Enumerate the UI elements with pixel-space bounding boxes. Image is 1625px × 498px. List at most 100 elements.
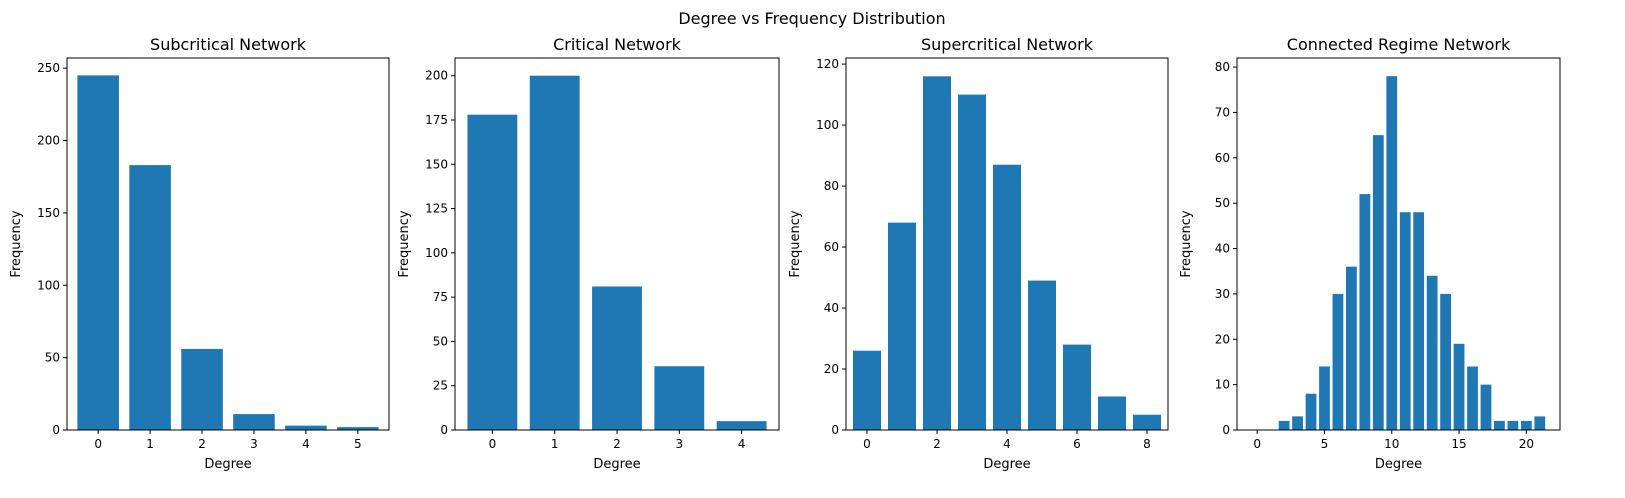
axes-frame	[1236, 57, 1561, 431]
bar	[1507, 420, 1519, 430]
bar	[1440, 293, 1451, 430]
bar	[1292, 416, 1303, 430]
bar	[1028, 280, 1056, 430]
y-tick-label: 50	[45, 351, 60, 365]
bar	[77, 75, 119, 431]
bar	[923, 76, 951, 431]
y-tick-label: 40	[824, 301, 839, 315]
plot-title: Critical Network	[553, 35, 682, 54]
y-tick-label: 50	[433, 334, 448, 348]
plot-panel-2: 0 1 2 3 4 0 25 50 75 100 125 150 175 200 Critical Netw…	[397, 35, 780, 472]
y-tick-label: 30	[1215, 287, 1230, 301]
x-tick-label: 4	[738, 437, 746, 451]
bar	[1480, 384, 1492, 430]
plot-panel-4: 0 5 10 15 20 0 10 20 30 40 50 60 70 80 Connected Regim…	[1179, 35, 1561, 472]
y-tick-label: 20	[824, 362, 839, 376]
y-tick-label: 150	[37, 206, 60, 220]
bar	[1098, 396, 1126, 430]
bar	[716, 421, 767, 430]
y-tick-label: 10	[1215, 378, 1230, 392]
bar	[853, 350, 881, 430]
y-axis-label: Frequency	[9, 210, 24, 277]
plot-title: Supercritical Network	[921, 35, 1094, 54]
y-tick-label: 0	[52, 423, 60, 437]
y-tick-label: 80	[1215, 60, 1230, 74]
bar	[1453, 343, 1465, 430]
bar	[529, 75, 580, 431]
bar	[467, 114, 518, 430]
y-axis-label: Frequency	[397, 210, 412, 277]
y-tick-label: 200	[425, 69, 448, 83]
bar	[1063, 344, 1091, 430]
y-tick-label: 80	[824, 179, 839, 193]
bar	[1534, 416, 1546, 430]
x-tick-label: 3	[675, 437, 683, 451]
y-tick-label: 125	[425, 202, 448, 216]
bar	[1426, 275, 1438, 430]
y-tick-label: 70	[1215, 105, 1230, 119]
bar	[1332, 293, 1344, 430]
bar	[993, 164, 1021, 430]
bar	[1278, 420, 1290, 430]
x-tick-label: 6	[1073, 437, 1081, 451]
x-tick-label: 10	[1384, 437, 1399, 451]
y-tick-label: 60	[1215, 151, 1230, 165]
x-tick-label: 4	[1003, 437, 1011, 451]
x-axis-label: Degree	[593, 457, 640, 472]
bar	[1413, 212, 1425, 430]
y-tick-label: 120	[816, 57, 839, 71]
bar	[1133, 414, 1161, 430]
x-tick-label: 2	[198, 437, 206, 451]
y-tick-label: 100	[37, 278, 60, 292]
y-tick-label: 200	[37, 134, 60, 148]
bar	[181, 348, 223, 430]
bar	[285, 425, 327, 430]
x-tick-label: 5	[1321, 437, 1329, 451]
x-tick-label: 0	[489, 437, 497, 451]
x-tick-label: 15	[1451, 437, 1466, 451]
y-tick-label: 0	[1222, 423, 1230, 437]
bar	[129, 165, 171, 431]
y-tick-label: 100	[816, 118, 839, 132]
x-axis-label: Degree	[204, 457, 251, 472]
y-tick-label: 20	[1215, 332, 1230, 346]
x-tick-label: 20	[1519, 437, 1534, 451]
bar	[1520, 420, 1532, 430]
y-tick-label: 250	[37, 61, 60, 75]
plot-title: Subcritical Network	[150, 35, 307, 54]
y-tick-label: 100	[425, 246, 448, 260]
x-tick-label: 0	[863, 437, 871, 451]
bar	[1346, 266, 1357, 430]
y-tick-label: 75	[433, 290, 448, 304]
x-tick-label: 1	[551, 437, 559, 451]
x-tick-label: 2	[933, 437, 941, 451]
y-tick-label: 150	[425, 157, 448, 171]
x-tick-label: 2	[613, 437, 621, 451]
x-tick-label: 5	[354, 437, 362, 451]
y-tick-label: 0	[440, 423, 448, 437]
y-axis-label: Frequency	[788, 210, 803, 277]
x-tick-label: 8	[1143, 437, 1151, 451]
y-tick-label: 50	[1215, 196, 1230, 210]
x-tick-label: 1	[146, 437, 154, 451]
y-axis-label: Frequency	[1179, 210, 1194, 277]
bar	[1372, 135, 1384, 430]
x-axis-label: Degree	[1375, 457, 1422, 472]
bar	[337, 427, 379, 430]
bar	[654, 366, 705, 430]
bar	[888, 222, 916, 430]
bar	[958, 94, 986, 430]
y-tick-label: 0	[831, 423, 839, 437]
y-tick-label: 40	[1215, 242, 1230, 256]
bar	[1494, 420, 1505, 430]
bar	[592, 286, 642, 430]
bar	[1319, 366, 1330, 430]
bar	[1359, 194, 1371, 430]
bar	[1305, 393, 1317, 430]
y-tick-label: 175	[425, 113, 448, 127]
plot-title: Connected Regime Network	[1287, 35, 1511, 54]
y-tick-label: 60	[824, 240, 839, 254]
